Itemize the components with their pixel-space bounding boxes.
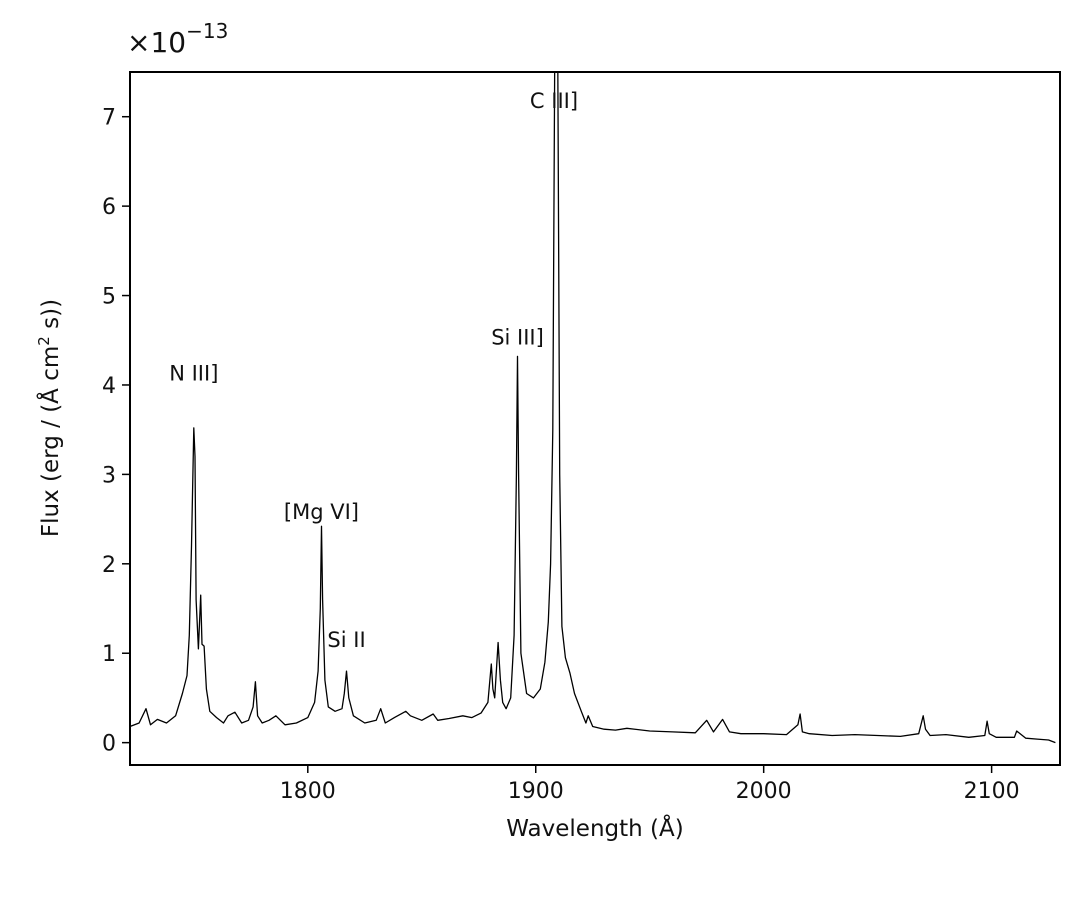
y-tick-label: 6 — [102, 195, 116, 220]
y-tick-label: 4 — [102, 374, 116, 399]
x-tick-label: 2000 — [736, 779, 792, 804]
x-tick-label: 2100 — [964, 779, 1020, 804]
line-annotation: Si II — [327, 628, 365, 652]
line-annotation: Si III] — [491, 326, 544, 350]
x-tick-label: 1900 — [508, 779, 564, 804]
y-offset-base: ×10 — [127, 26, 186, 59]
y-axis-offset-text: ×10−13 — [127, 19, 228, 59]
y-tick-label: 3 — [102, 463, 116, 488]
x-tick-label: 1800 — [280, 779, 336, 804]
spectrum-line — [130, 72, 1056, 744]
y-tick-label: 5 — [102, 285, 116, 310]
line-annotation: N III] — [169, 361, 218, 385]
plot-frame — [129, 71, 1061, 766]
y-axis-label-main: Flux (erg / (Å cm — [36, 346, 64, 537]
y-offset-exponent: −13 — [186, 19, 228, 43]
line-annotations: N III] [Mg VI] Si II Si III] C III] — [169, 89, 578, 652]
line-annotation: [Mg VI] — [284, 500, 359, 524]
x-axis-label: Wavelength (Å) — [506, 814, 683, 842]
y-tick-label: 0 — [102, 732, 116, 757]
y-axis-label-sup: 2 — [35, 336, 53, 346]
y-axis-label-end: s)) — [38, 299, 64, 336]
y-axis-label: Flux (erg / (Å cm2 s)) — [35, 299, 64, 537]
axis-ticks: 1800 1900 2000 2100 0 1 2 3 4 5 6 7 — [102, 106, 1020, 804]
y-tick-label: 2 — [102, 553, 116, 578]
line-annotation: C III] — [530, 89, 578, 113]
y-tick-label: 1 — [102, 642, 116, 667]
y-tick-label: 7 — [102, 106, 116, 131]
